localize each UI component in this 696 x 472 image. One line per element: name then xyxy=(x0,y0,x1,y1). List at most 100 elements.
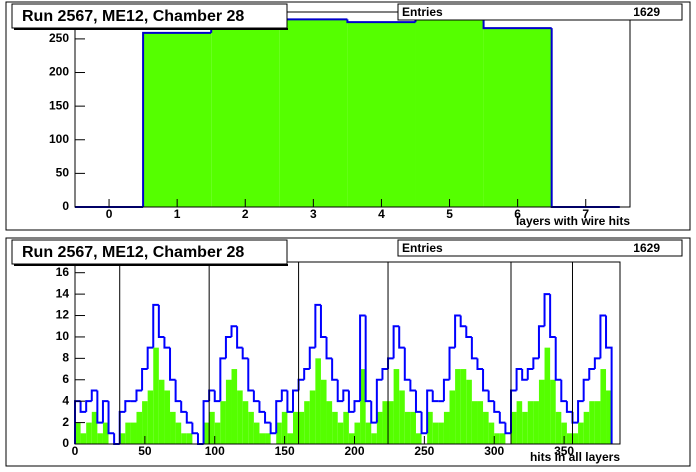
histogram-step xyxy=(370,401,377,424)
histogram-step xyxy=(169,347,176,381)
histogram-bar xyxy=(449,390,456,444)
histogram-bar xyxy=(516,401,523,444)
histogram-bar xyxy=(102,422,109,444)
histogram-step xyxy=(498,411,506,424)
histogram-bar xyxy=(594,401,601,444)
histogram-step xyxy=(107,401,115,435)
histogram-bar xyxy=(438,422,444,444)
histogram-bar xyxy=(209,411,215,444)
histogram-step xyxy=(252,390,260,403)
x-tick-label: 2 xyxy=(242,207,249,221)
x-tick-label: 50 xyxy=(138,444,152,458)
y-tick-label: 200 xyxy=(49,65,69,79)
stats-value: 1629 xyxy=(633,5,660,19)
histogram-bar xyxy=(309,390,316,444)
histogram-step xyxy=(230,325,238,337)
histogram-step xyxy=(264,411,271,424)
histogram-bar xyxy=(86,422,92,444)
histogram-step xyxy=(565,401,573,413)
histogram-bar xyxy=(153,347,159,444)
histogram-bar xyxy=(415,19,484,208)
y-tick-label: 0 xyxy=(62,436,69,450)
y-tick-label: 100 xyxy=(49,132,69,146)
histogram-step xyxy=(605,315,613,444)
histogram-bar xyxy=(298,411,305,444)
histogram-bar xyxy=(376,411,383,444)
histogram-bar xyxy=(483,28,552,207)
histogram-bar xyxy=(130,422,137,444)
histogram-step xyxy=(515,368,523,391)
histogram-bar xyxy=(511,411,517,444)
histogram-bar xyxy=(175,422,182,444)
histogram-step xyxy=(275,400,282,434)
histogram-step xyxy=(582,378,590,402)
histogram-step xyxy=(588,368,595,380)
histogram-bar xyxy=(220,401,226,444)
histogram-step xyxy=(142,31,212,207)
title-box xyxy=(11,3,288,29)
histogram-bar xyxy=(550,379,556,444)
histogram-bar xyxy=(443,411,450,444)
histogram-bar xyxy=(566,433,573,444)
histogram-step xyxy=(353,400,361,412)
histogram-step xyxy=(90,389,98,402)
histogram-step xyxy=(219,357,226,402)
x-tick-label: 6 xyxy=(514,207,521,221)
histogram-bar xyxy=(80,433,87,444)
histogram-step xyxy=(325,336,333,360)
histogram-bar xyxy=(410,411,416,444)
histogram-bar xyxy=(572,433,579,444)
histogram-step xyxy=(124,400,131,412)
histogram-bar xyxy=(460,369,467,444)
histogram-step xyxy=(247,358,254,392)
y-tick-label: 250 xyxy=(49,31,69,45)
histogram-bar xyxy=(533,401,539,444)
histogram-bar xyxy=(427,411,433,444)
histogram-bar xyxy=(337,422,344,444)
histogram-step xyxy=(308,346,316,370)
x-tick-label: 1 xyxy=(174,207,181,221)
histogram-bar xyxy=(371,433,377,444)
histogram-bar xyxy=(279,19,348,208)
histogram-bar xyxy=(354,422,361,444)
histogram-bar xyxy=(347,22,416,207)
histogram-bar xyxy=(578,422,584,444)
histogram-bar xyxy=(483,411,489,444)
y-tick-label: 16 xyxy=(56,265,70,279)
histogram-step xyxy=(336,379,344,403)
histogram-bar xyxy=(315,358,321,444)
histogram-bar xyxy=(348,433,355,444)
histogram-step xyxy=(269,422,277,435)
histogram-step xyxy=(442,378,450,402)
histogram-bar xyxy=(287,433,293,444)
histogram-step xyxy=(398,326,405,349)
histogram-bar xyxy=(488,422,495,444)
histogram-step xyxy=(157,304,165,338)
y-tick-label: 14 xyxy=(56,286,70,300)
histogram-step xyxy=(448,346,456,380)
histogram-bar xyxy=(170,411,176,444)
histogram-bar xyxy=(471,401,478,444)
histogram-bar xyxy=(538,379,545,444)
histogram-step xyxy=(364,315,372,403)
histogram-step xyxy=(79,401,87,413)
histogram-step xyxy=(241,347,249,360)
histogram-bar xyxy=(158,379,165,444)
histogram-bar xyxy=(477,401,484,444)
histogram-step xyxy=(543,293,551,327)
title-box xyxy=(11,239,288,265)
histogram-step xyxy=(359,314,366,402)
histogram-step xyxy=(202,400,210,444)
y-tick-label: 2 xyxy=(62,415,69,429)
histogram-step xyxy=(487,390,495,403)
histogram-bar xyxy=(326,401,333,444)
histogram-bar xyxy=(147,390,154,444)
histogram-bar xyxy=(214,422,221,444)
histogram-step xyxy=(470,336,478,360)
y-tick-label: 8 xyxy=(62,351,69,365)
histogram-bar xyxy=(499,433,506,444)
x-tick-label: 100 xyxy=(205,444,225,458)
stats-box xyxy=(397,3,683,21)
histogram-step xyxy=(319,304,327,338)
